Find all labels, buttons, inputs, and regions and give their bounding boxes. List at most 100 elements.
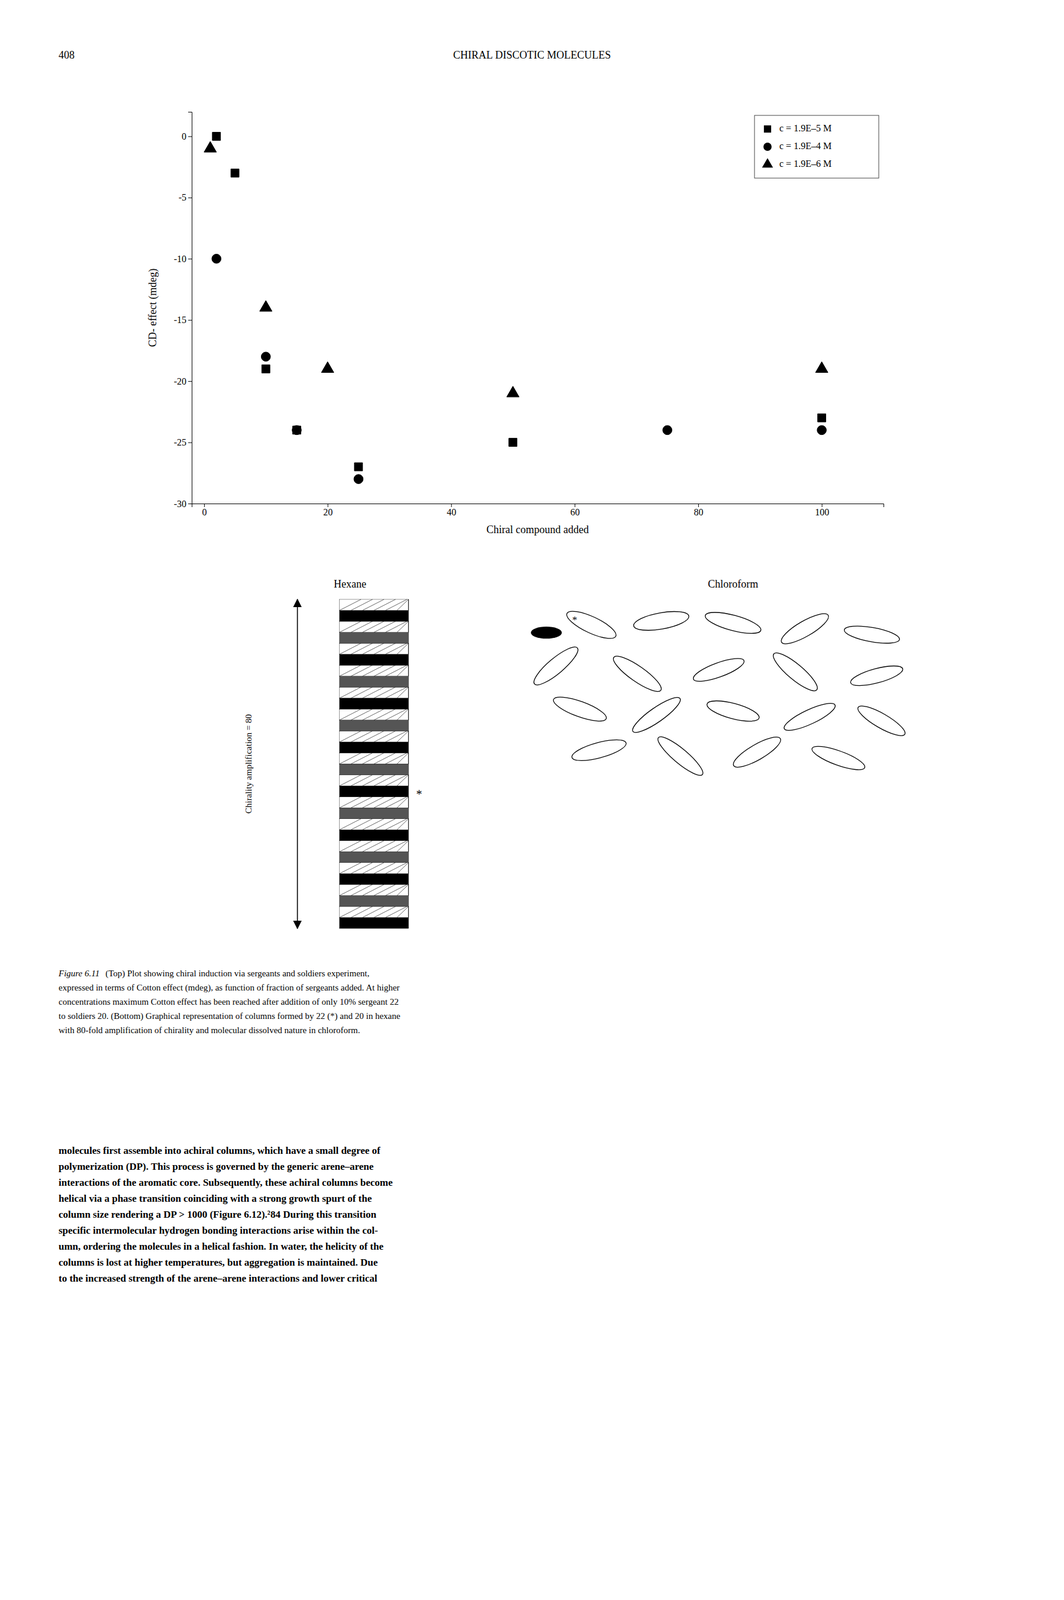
point [292, 425, 302, 435]
column-hatch [339, 643, 361, 655]
amplification-arrow [297, 599, 299, 929]
column-hatch [408, 819, 409, 831]
hexane-label: Hexane [333, 578, 367, 590]
column-hatch [373, 884, 396, 896]
tick: -30 [173, 498, 192, 509]
column-hatch [362, 752, 385, 764]
column-hatch [362, 862, 385, 875]
column-hatch [362, 797, 385, 809]
molecule-disc [781, 698, 838, 736]
column-hatch [350, 687, 373, 699]
legend: c = 1.9E–5 Mc = 1.9E–4 Mc = 1.9E–6 M [754, 115, 879, 179]
tick: -25 [173, 437, 192, 448]
column-hatch [408, 708, 409, 721]
molecule-disc [729, 732, 785, 773]
molecule-disc [703, 608, 763, 638]
column-hatch [362, 599, 385, 611]
column-hatch [408, 862, 409, 875]
caption-line: concentrations maximum Cotton effect has… [58, 997, 399, 1007]
legend-symbol [762, 158, 774, 168]
column-hatch [385, 797, 407, 809]
column-hatch [362, 775, 385, 787]
tick: 0 [181, 131, 192, 142]
tick-mark [188, 136, 192, 137]
caption-label: Figure 6.11 [57, 968, 100, 979]
column-hatch [408, 906, 409, 918]
column-disc [339, 884, 409, 896]
column-hatch [397, 797, 409, 809]
column-hatch [385, 884, 407, 896]
series [211, 253, 827, 484]
caption-line: with 80-fold amplification of chirality … [58, 1025, 360, 1036]
column-hatch [350, 730, 373, 743]
column-disc [339, 840, 409, 853]
column-hatch [373, 599, 396, 611]
column-hatch [385, 687, 407, 699]
caption-line: to soldiers 20. (Bottom) Graphical repre… [58, 1011, 401, 1022]
y-axis: 0-5-10-15-20-25-30 [173, 112, 193, 509]
molecule-disc [632, 608, 691, 635]
column-hatch [397, 643, 409, 655]
body-line: polymerization (DP). This process is gov… [58, 1161, 374, 1173]
column-hatch [350, 599, 373, 611]
column-hatch [373, 797, 396, 809]
column-disc [339, 906, 409, 918]
column-hatch [408, 599, 409, 611]
y-axis-title: CD- effect (mdeg) [146, 268, 160, 348]
column-hatch [339, 906, 361, 918]
column-hatch [385, 621, 407, 633]
page-header: CHIRAL DISCOTIC MOLECULES [453, 49, 611, 61]
column-hatch [397, 687, 409, 699]
column-hatch [408, 797, 409, 809]
column-hatch [373, 730, 396, 743]
column-disc [339, 895, 409, 907]
legend-label: c = 1.9E–4 M [779, 140, 832, 151]
tick-label: -30 [173, 498, 187, 509]
tick-label: 0 [201, 507, 207, 518]
tick-mark [188, 258, 192, 260]
helical-column [339, 599, 409, 929]
column-disc [339, 775, 409, 787]
column-hatch [373, 775, 396, 787]
column-hatch [373, 621, 396, 633]
column-disc [339, 873, 409, 885]
molecule-disc [704, 696, 762, 725]
column-hatch [408, 621, 409, 633]
tick-mark [698, 503, 699, 508]
column-hatch [362, 643, 385, 655]
column-disc [339, 687, 409, 699]
tick-label: -10 [173, 253, 187, 264]
column-hatch [397, 752, 409, 764]
body-line: column size rendering a DP > 1000 (Figur… [58, 1208, 377, 1221]
column-hatch [397, 599, 409, 611]
tick-mark [188, 197, 192, 199]
point [354, 462, 363, 472]
column-hatch [385, 665, 407, 677]
body-line: interactions of the aromatic core. Subse… [58, 1177, 393, 1189]
column-disc [339, 829, 409, 841]
column-hatch [350, 797, 373, 809]
column-hatch [373, 752, 396, 764]
column-disc [339, 698, 409, 710]
column-disc [339, 599, 409, 611]
molecule-disc [529, 642, 583, 691]
column-hatch [397, 730, 409, 743]
column-hatch [373, 708, 396, 721]
column-hatch [362, 708, 385, 721]
column-hatch [385, 906, 407, 918]
chirality-label: Chirality amplification = 80 [243, 714, 254, 814]
tick-mark [188, 381, 192, 382]
body-line: helical via a phase transition coincidin… [58, 1193, 373, 1205]
molecule-disc [843, 622, 901, 647]
molecule-disc [777, 608, 833, 650]
molecule-disc [854, 701, 909, 741]
point [817, 425, 827, 435]
column-hatch [350, 708, 373, 721]
column-hatch [408, 665, 409, 677]
column-hatch [350, 752, 373, 764]
column-hatch [350, 906, 373, 918]
column-hatch [397, 840, 409, 853]
column-disc [339, 763, 409, 776]
column-hatch [408, 752, 409, 764]
column-hatch [339, 752, 361, 764]
